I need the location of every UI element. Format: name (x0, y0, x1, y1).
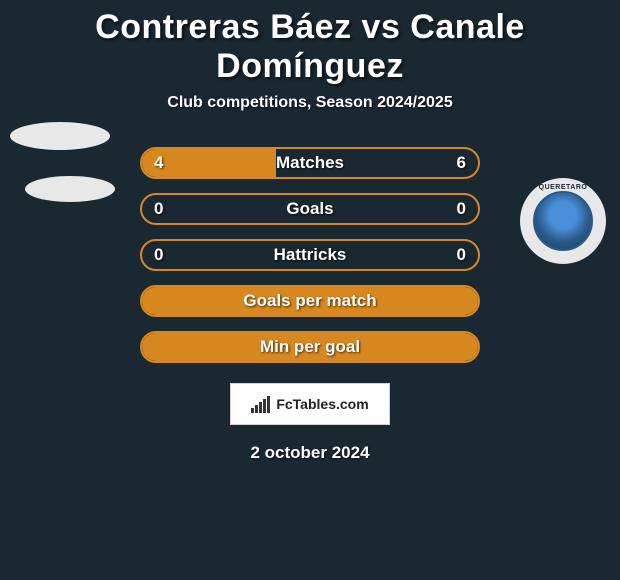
stat-value-right: 0 (457, 199, 466, 219)
stat-row-goals: 0 Goals 0 (0, 193, 620, 225)
stat-value-right: 0 (457, 245, 466, 265)
fctables-brand-box[interactable]: FcTables.com (230, 383, 390, 425)
player-left-placeholder-1 (10, 122, 110, 150)
stat-row-min-per-goal: Min per goal (0, 331, 620, 363)
stat-row-hattricks: 0 Hattricks 0 (0, 239, 620, 271)
subtitle: Club competitions, Season 2024/2025 (0, 94, 620, 112)
stat-label: Hattricks (142, 245, 478, 265)
fctables-brand-text: FcTables.com (276, 396, 368, 412)
stat-bar: 0 Goals 0 (140, 193, 480, 225)
date-text: 2 october 2024 (0, 443, 620, 463)
team-badge-text: QUERETARO (520, 184, 606, 191)
stat-row-goals-per-match: Goals per match (0, 285, 620, 317)
stat-bar: Goals per match (140, 285, 480, 317)
stat-label: Matches (142, 153, 478, 173)
stat-bar: 4 Matches 6 (140, 147, 480, 179)
stat-bar: Min per goal (140, 331, 480, 363)
stat-row-matches: 4 Matches 6 (0, 147, 620, 179)
stat-bar: 0 Hattricks 0 (140, 239, 480, 271)
stat-label: Goals per match (142, 291, 478, 311)
stat-value-right: 6 (457, 153, 466, 173)
stat-label: Min per goal (142, 337, 478, 357)
stat-label: Goals (142, 199, 478, 219)
page-title: Contreras Báez vs Canale Domínguez (0, 8, 620, 86)
bar-chart-icon (251, 395, 270, 413)
